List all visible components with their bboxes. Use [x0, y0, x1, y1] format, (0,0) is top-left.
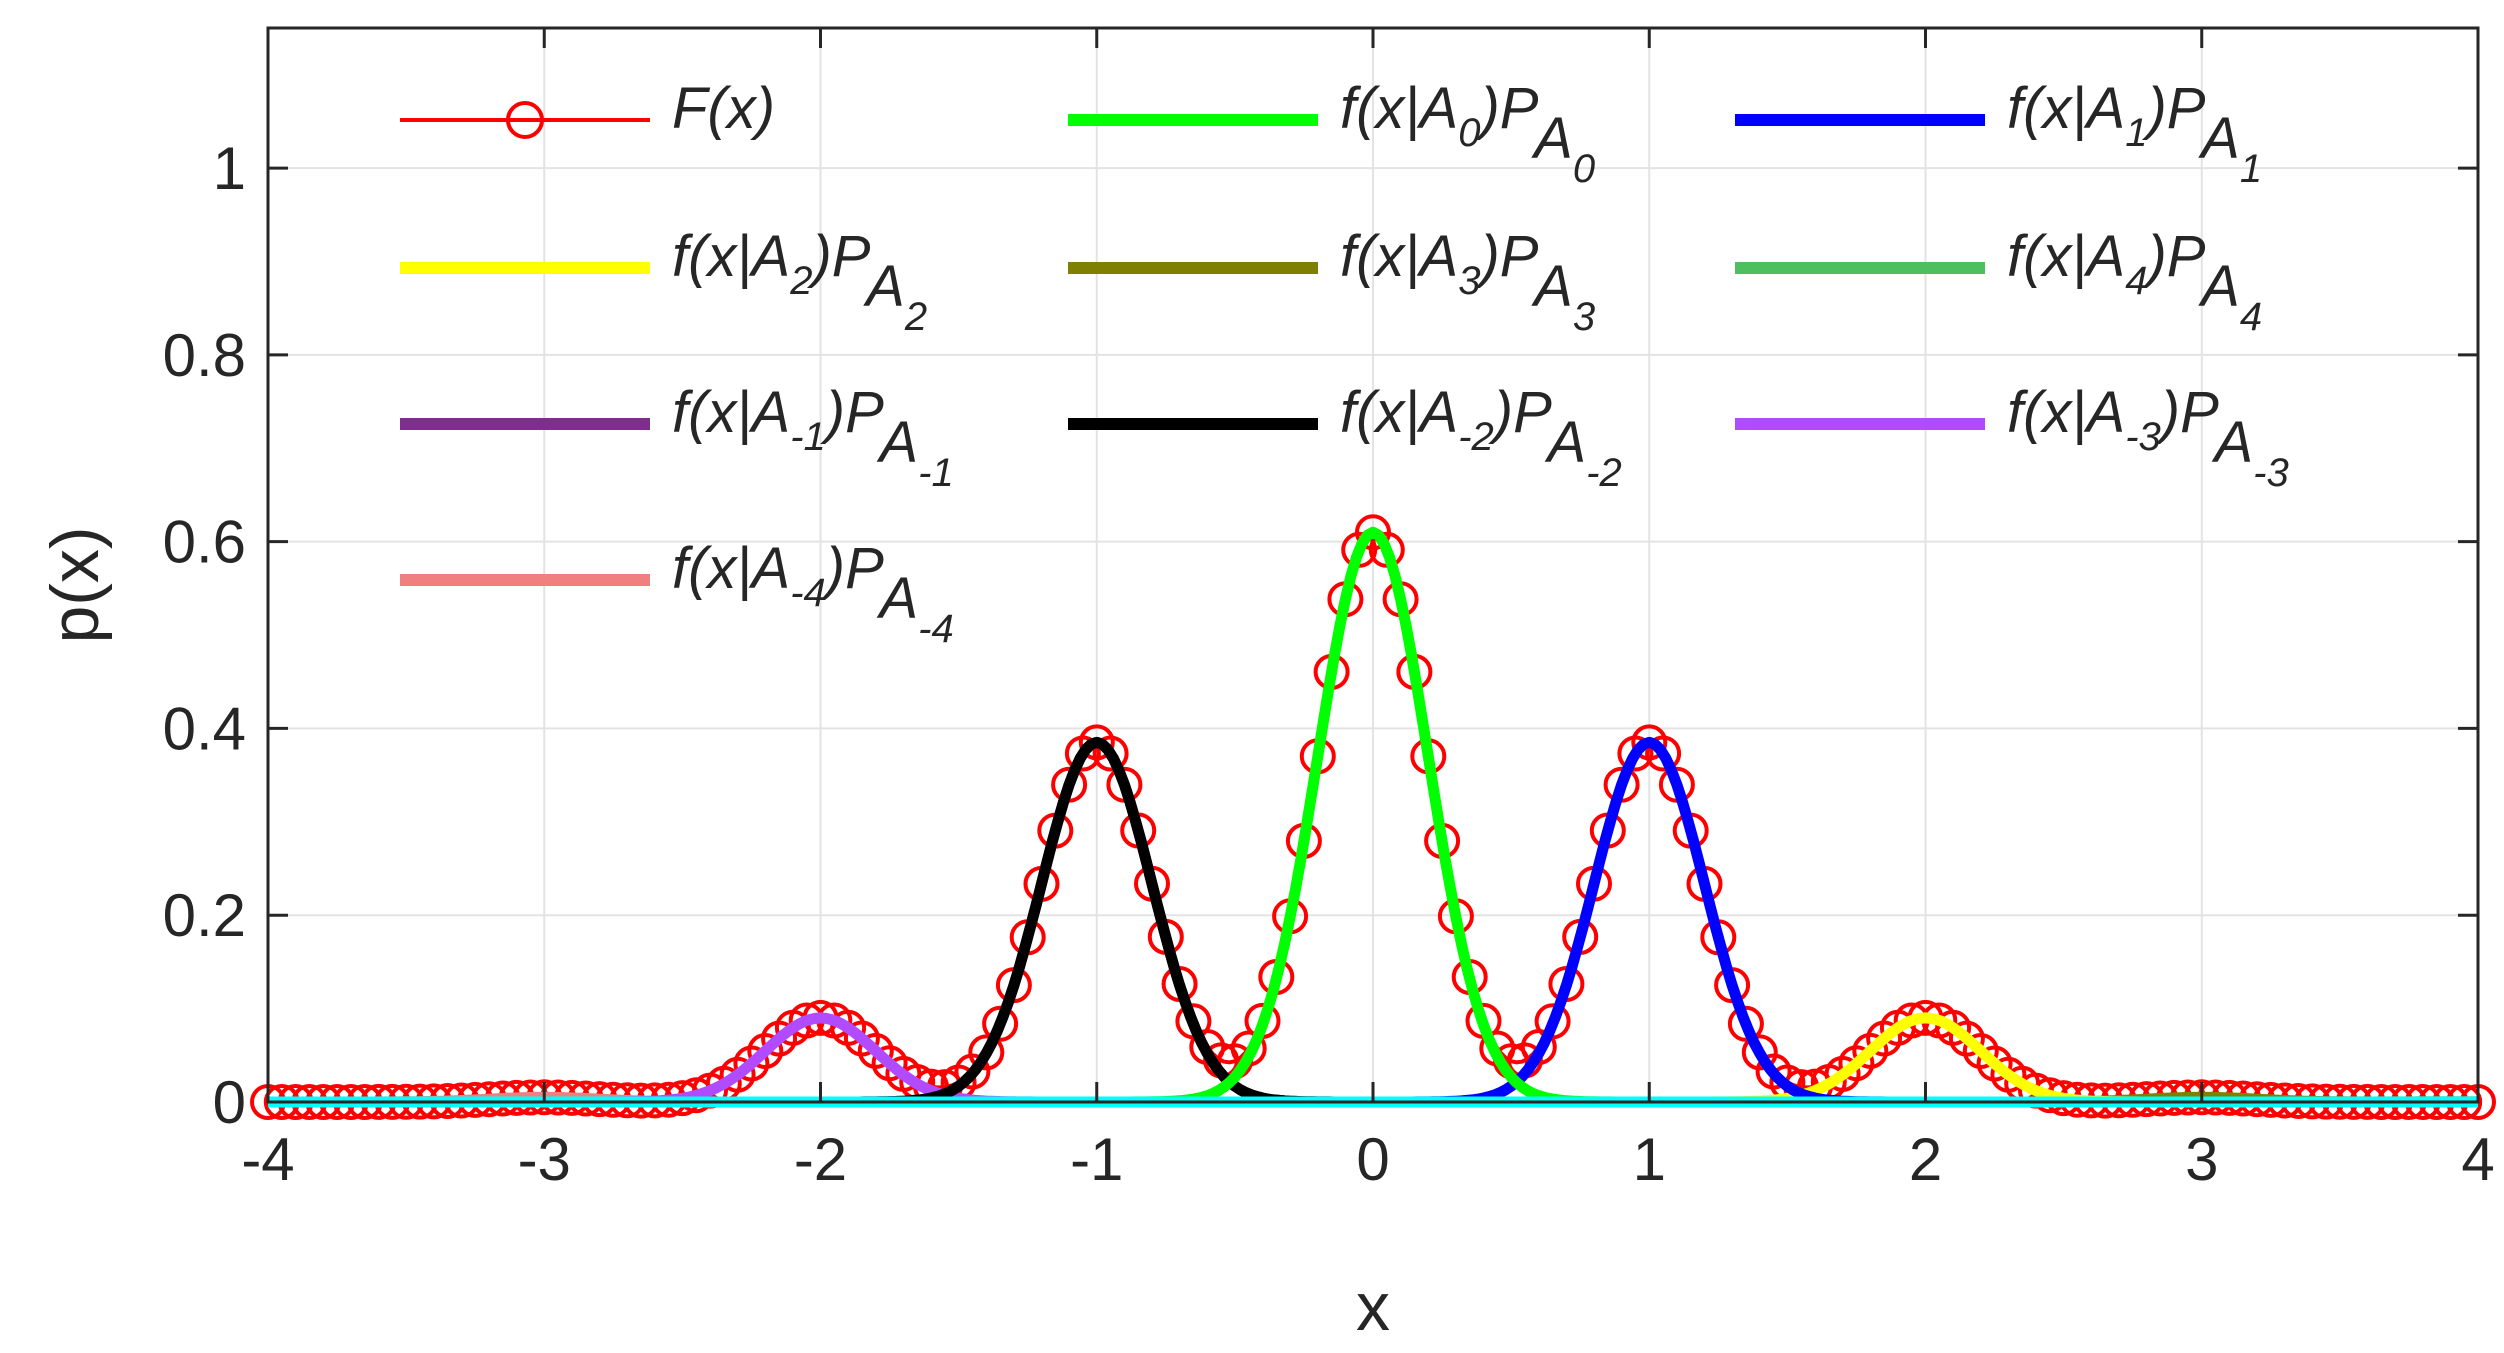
y-tick-label: 0 — [213, 1069, 246, 1136]
legend-label-part: )P — [1474, 224, 1538, 289]
x-tick-label: -4 — [241, 1126, 294, 1193]
legend-item: F(x) — [400, 76, 775, 141]
legend-label: F(x) — [672, 76, 775, 141]
legend-label-part: -4 — [790, 571, 826, 615]
legend-label-part: )P — [820, 536, 884, 601]
legend-label-part: 1 — [2240, 147, 2262, 191]
legend-label-part: )P — [820, 380, 884, 445]
y-tick-label: 0.6 — [163, 509, 246, 576]
legend-label: f(x|A-1)PA-1 — [672, 380, 954, 495]
x-tick-label: 0 — [1356, 1126, 1389, 1193]
legend-label-part: f(x|A — [672, 536, 790, 601]
legend-label-part: A — [1531, 254, 1573, 319]
legend-item: f(x|A0)PA0 — [1068, 76, 1595, 191]
legend-label-part: 2 — [904, 295, 927, 339]
legend-label-part: f(x|A — [1340, 380, 1458, 445]
legend-label: f(x|A2)PA2 — [672, 224, 927, 339]
legend-item: f(x|A-3)PA-3 — [1735, 380, 2289, 495]
x-tick-label: 2 — [1909, 1126, 1942, 1193]
legend-label: f(x|A-2)PA-2 — [1340, 380, 1622, 495]
x-tick-label: -2 — [794, 1126, 847, 1193]
x-axis-label: x — [1356, 1269, 1390, 1345]
legend-item: f(x|A-4)PA-4 — [400, 536, 954, 651]
legend-label-part: )P — [2141, 224, 2205, 289]
legend-label-part: A — [876, 566, 918, 631]
legend-label-part: 3 — [1573, 295, 1595, 339]
legend-label-part: 0 — [1573, 147, 1595, 191]
y-tick-label: 0.4 — [163, 695, 246, 762]
x-tick-label: -3 — [518, 1126, 571, 1193]
ticks: -4 -3 -2 -1 0 1 2 3 4 0 0.2 0.4 0.6 0.8 1 — [163, 28, 2495, 1193]
legend-label: f(x|A4)PA4 — [2007, 224, 2262, 339]
legend-label-part: 4 — [2240, 295, 2262, 339]
legend-label-part: -3 — [2253, 451, 2289, 495]
legend-label-part: 2 — [789, 259, 812, 303]
legend-label-part: 3 — [1458, 259, 1480, 303]
legend-label-part: f(x|A — [1340, 224, 1458, 289]
legend-label-part: f(x|A — [1340, 76, 1458, 141]
legend-label-part: f(x|A — [2007, 224, 2125, 289]
legend-label-part: A — [2198, 106, 2240, 171]
legend-label: f(x|A-3)PA-3 — [2007, 380, 2289, 495]
legend: F(x)f(x|A0)PA0f(x|A1)PA1f(x|A2)PA2f(x|A3… — [400, 76, 2289, 651]
legend-item: f(x|A1)PA1 — [1735, 76, 2262, 191]
legend-label-part: A — [2211, 410, 2253, 475]
legend-label-part: -3 — [2125, 415, 2161, 459]
y-tick-label: 0.8 — [163, 322, 246, 389]
legend-label-part: -4 — [918, 607, 954, 651]
y-tick-label: 1 — [213, 135, 246, 202]
legend-label-part: )P — [806, 224, 870, 289]
legend-label-part: -2 — [1458, 415, 1494, 459]
legend-label-part: -2 — [1586, 451, 1622, 495]
legend-label-part: A — [2198, 254, 2240, 319]
grid — [268, 28, 2478, 1102]
legend-label-part: 0 — [1458, 111, 1480, 155]
legend-label-part: 1 — [2125, 111, 2147, 155]
legend-label-part: A — [1531, 106, 1573, 171]
legend-item: f(x|A2)PA2 — [400, 224, 927, 339]
legend-label-part: f(x|A — [672, 224, 790, 289]
legend-label-part: )P — [1488, 380, 1552, 445]
x-tick-label: -1 — [1070, 1126, 1123, 1193]
legend-label-part: A — [863, 254, 905, 319]
legend-label-part: f(x|A — [672, 380, 790, 445]
legend-label-part: -1 — [790, 415, 826, 459]
y-axis-label: p(x) — [37, 526, 113, 643]
legend-label-part: A — [876, 410, 918, 475]
legend-item: f(x|A-2)PA-2 — [1068, 380, 1622, 495]
legend-item: f(x|A3)PA3 — [1068, 224, 1595, 339]
legend-label-part: 4 — [2125, 259, 2147, 303]
legend-label-part: )P — [1474, 76, 1538, 141]
x-tick-label: 1 — [1633, 1126, 1666, 1193]
legend-label-part: )P — [2155, 380, 2219, 445]
legend-label: f(x|A0)PA0 — [1340, 76, 1595, 191]
legend-label: f(x|A3)PA3 — [1340, 224, 1595, 339]
legend-label: f(x|A1)PA1 — [2007, 76, 2262, 191]
legend-label-part: A — [1544, 410, 1586, 475]
legend-label-part: -1 — [918, 451, 954, 495]
legend-label-part: f(x|A — [2007, 380, 2125, 445]
legend-item: f(x|A-1)PA-1 — [400, 380, 954, 495]
legend-label-part: f(x|A — [2007, 76, 2125, 141]
legend-label-part: )P — [2141, 76, 2205, 141]
legend-item: f(x|A4)PA4 — [1735, 224, 2262, 339]
legend-label: f(x|A-4)PA-4 — [672, 536, 954, 651]
y-tick-label: 0.2 — [163, 882, 246, 949]
x-tick-label: 3 — [2185, 1126, 2218, 1193]
x-tick-label: 4 — [2461, 1126, 2494, 1193]
